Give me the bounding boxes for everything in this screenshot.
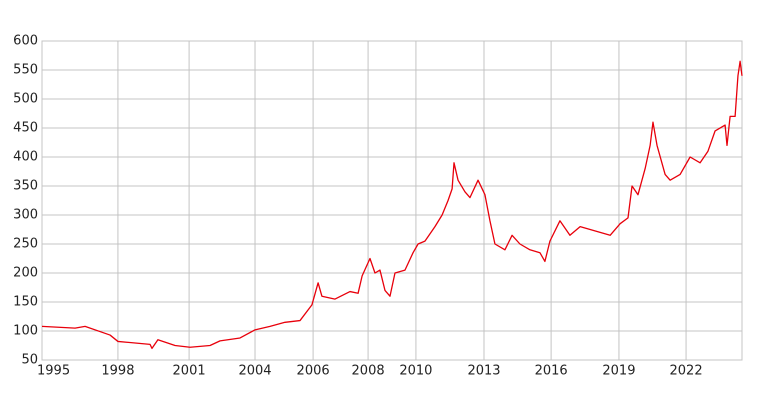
price-line — [41, 60, 743, 350]
y-tick-label: 250 — [13, 237, 38, 252]
x-tick-label: 2001 — [173, 364, 206, 379]
y-tick-label: 200 — [13, 266, 38, 281]
y-tick-label: 500 — [13, 92, 38, 107]
x-tick-label: 2016 — [535, 364, 568, 379]
x-tick-label: 2013 — [467, 364, 500, 379]
y-tick-label: 400 — [13, 150, 38, 165]
x-tick-label: 2019 — [602, 364, 635, 379]
y-tick-label: 300 — [13, 208, 38, 223]
y-tick-label: 450 — [13, 121, 38, 136]
x-tick-label: 2008 — [352, 364, 385, 379]
y-tick-label: 150 — [13, 295, 38, 310]
x-tick-label: 2022 — [670, 364, 703, 379]
y-tick-label: 350 — [13, 179, 38, 194]
y-tick-label: 550 — [13, 63, 38, 78]
y-tick-label: 600 — [13, 34, 38, 49]
x-tick-label: 1995 — [37, 364, 70, 379]
y-tick-label: 100 — [13, 324, 38, 339]
plot-frame — [41, 40, 743, 361]
x-tick-label: 1998 — [101, 364, 134, 379]
y-tick-label: 50 — [21, 353, 38, 368]
x-tick-label: 2004 — [238, 364, 271, 379]
x-tick-label: 2010 — [399, 364, 432, 379]
x-tick-label: 2006 — [297, 364, 330, 379]
